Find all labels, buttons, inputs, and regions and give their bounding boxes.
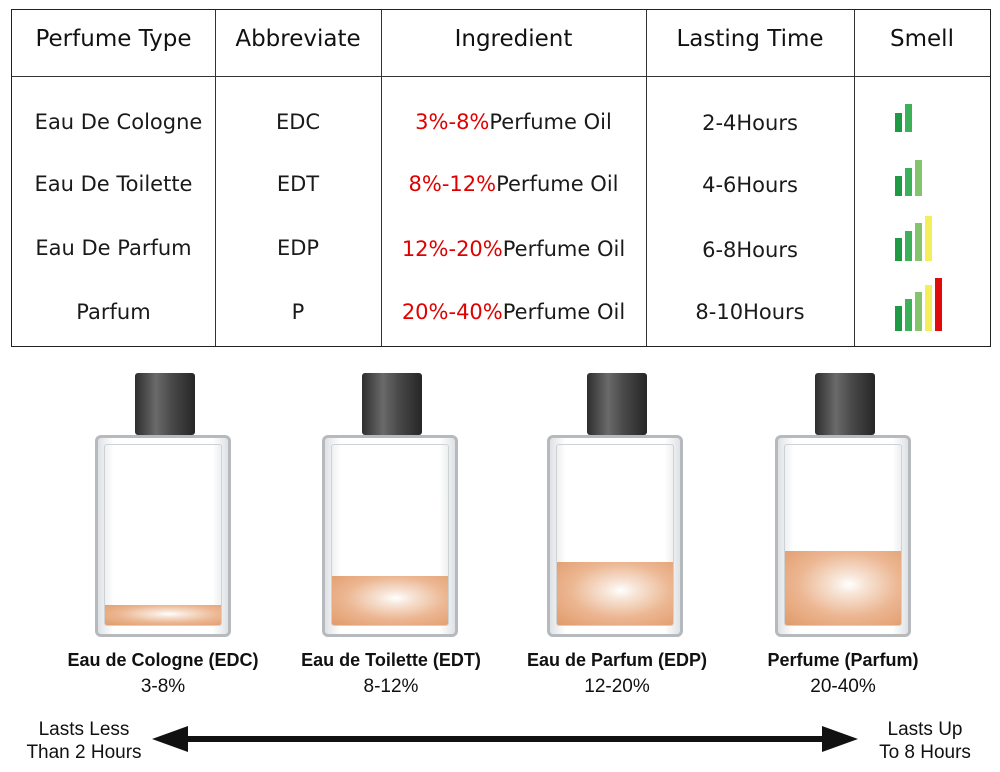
- bottle-edp: [547, 373, 707, 639]
- ingredient-oil: Perfume Oil: [489, 110, 612, 134]
- smell-bar: [905, 104, 912, 132]
- smell-bar: [925, 285, 932, 331]
- ingredient-percent: 8%-12%: [408, 172, 497, 196]
- row-ingredient-parfum: 20%-40%Perfume Oil: [381, 300, 646, 324]
- column-divider: [854, 10, 855, 346]
- arrow-right-label: Lasts Up To 8 Hours: [855, 718, 995, 764]
- bottle-cap: [815, 373, 875, 435]
- arrow-left-line1: Lasts Less: [38, 719, 130, 740]
- row-abbr-edt: EDT: [276, 172, 320, 196]
- smell-bar: [935, 278, 942, 331]
- perfume-table: Perfume Type Abbreviate Ingredient Lasti…: [11, 9, 991, 347]
- double-arrow-icon: [152, 726, 858, 752]
- perfume-liquid: [332, 576, 448, 625]
- header-abbreviate: Abbreviate: [235, 26, 361, 52]
- smell-bar: [895, 238, 902, 261]
- header-divider: [12, 76, 990, 77]
- smell-bar: [905, 168, 912, 196]
- smell-bars-edc: [895, 104, 912, 132]
- row-time-parfum: 8-10Hours: [695, 300, 805, 324]
- header-perfume-type: Perfume Type: [35, 26, 192, 52]
- smell-bar: [895, 306, 902, 331]
- smell-bars-edt: [895, 160, 922, 196]
- perfume-liquid: [557, 562, 673, 625]
- column-divider: [646, 10, 647, 346]
- row-ingredient-edt: 8%-12%Perfume Oil: [381, 172, 646, 196]
- smell-bar: [915, 223, 922, 261]
- header-ingredient: Ingredient: [454, 26, 573, 52]
- bottle-edt: [322, 373, 482, 639]
- smell-bar: [895, 113, 902, 132]
- row-abbr-parfum: P: [291, 300, 305, 324]
- bottle-cap: [135, 373, 195, 435]
- bottle-title-parfum: Perfume (Parfum): [767, 650, 919, 670]
- bottle-glass: [547, 435, 683, 637]
- bottle-pct-edp: 12-20%: [584, 676, 650, 697]
- row-time-edt: 4-6Hours: [702, 173, 798, 197]
- smell-bar: [905, 299, 912, 331]
- bottle-cap: [587, 373, 647, 435]
- smell-bars-parfum: [895, 278, 942, 331]
- column-divider: [381, 10, 382, 346]
- bottle-parfum: [775, 373, 935, 639]
- perfume-liquid: [785, 551, 901, 625]
- row-type-edt: Eau De Toilette: [34, 172, 193, 196]
- arrow-right-line1: Lasts Up: [887, 719, 963, 740]
- smell-bar: [915, 292, 922, 331]
- ingredient-percent: 20%-40%: [401, 300, 503, 324]
- smell-bar: [905, 231, 912, 261]
- column-divider: [215, 10, 216, 346]
- row-type-edc: Eau De Cologne: [34, 110, 203, 134]
- bottle-edc: [95, 373, 255, 639]
- smell-bars-edp: [895, 216, 932, 261]
- arrow-right-line2: To 8 Hours: [879, 742, 971, 763]
- bottle-pct-edt: 8-12%: [363, 676, 419, 697]
- bottle-glass: [322, 435, 458, 637]
- bottle-title-edt: Eau de Toilette (EDT): [301, 650, 481, 670]
- ingredient-percent: 12%-20%: [401, 237, 503, 261]
- ingredient-oil: Perfume Oil: [502, 237, 626, 261]
- bottle-pct-edc: 3-8%: [140, 676, 186, 697]
- bottle-glass: [95, 435, 231, 637]
- row-abbr-edp: EDP: [276, 236, 320, 260]
- row-type-edp: Eau De Parfum: [35, 236, 192, 260]
- ingredient-oil: Perfume Oil: [496, 172, 619, 196]
- row-time-edp: 6-8Hours: [702, 238, 798, 262]
- header-lasting-time: Lasting Time: [676, 26, 824, 52]
- smell-bar: [925, 216, 932, 261]
- perfume-liquid: [105, 605, 221, 625]
- bottle-pct-parfum: 20-40%: [810, 676, 876, 697]
- bottle-title-edc: Eau de Cologne (EDC): [67, 650, 259, 670]
- bottle-title-edp: Eau de Parfum (EDP): [526, 650, 708, 670]
- bottle-glass: [775, 435, 911, 637]
- row-ingredient-edp: 12%-20%Perfume Oil: [381, 237, 646, 261]
- ingredient-percent: 3%-8%: [415, 110, 490, 134]
- smell-bar: [915, 160, 922, 196]
- row-time-edc: 2-4Hours: [702, 111, 798, 135]
- bottle-cap: [362, 373, 422, 435]
- ingredient-oil: Perfume Oil: [502, 300, 626, 324]
- header-smell: Smell: [890, 26, 954, 52]
- row-ingredient-edc: 3%-8%Perfume Oil: [381, 110, 646, 134]
- smell-bar: [895, 176, 902, 196]
- row-type-parfum: Parfum: [76, 300, 151, 324]
- arrow-left-line2: Than 2 Hours: [26, 742, 142, 763]
- row-abbr-edc: EDC: [275, 110, 321, 134]
- arrow-left-label: Lasts Less Than 2 Hours: [14, 718, 154, 764]
